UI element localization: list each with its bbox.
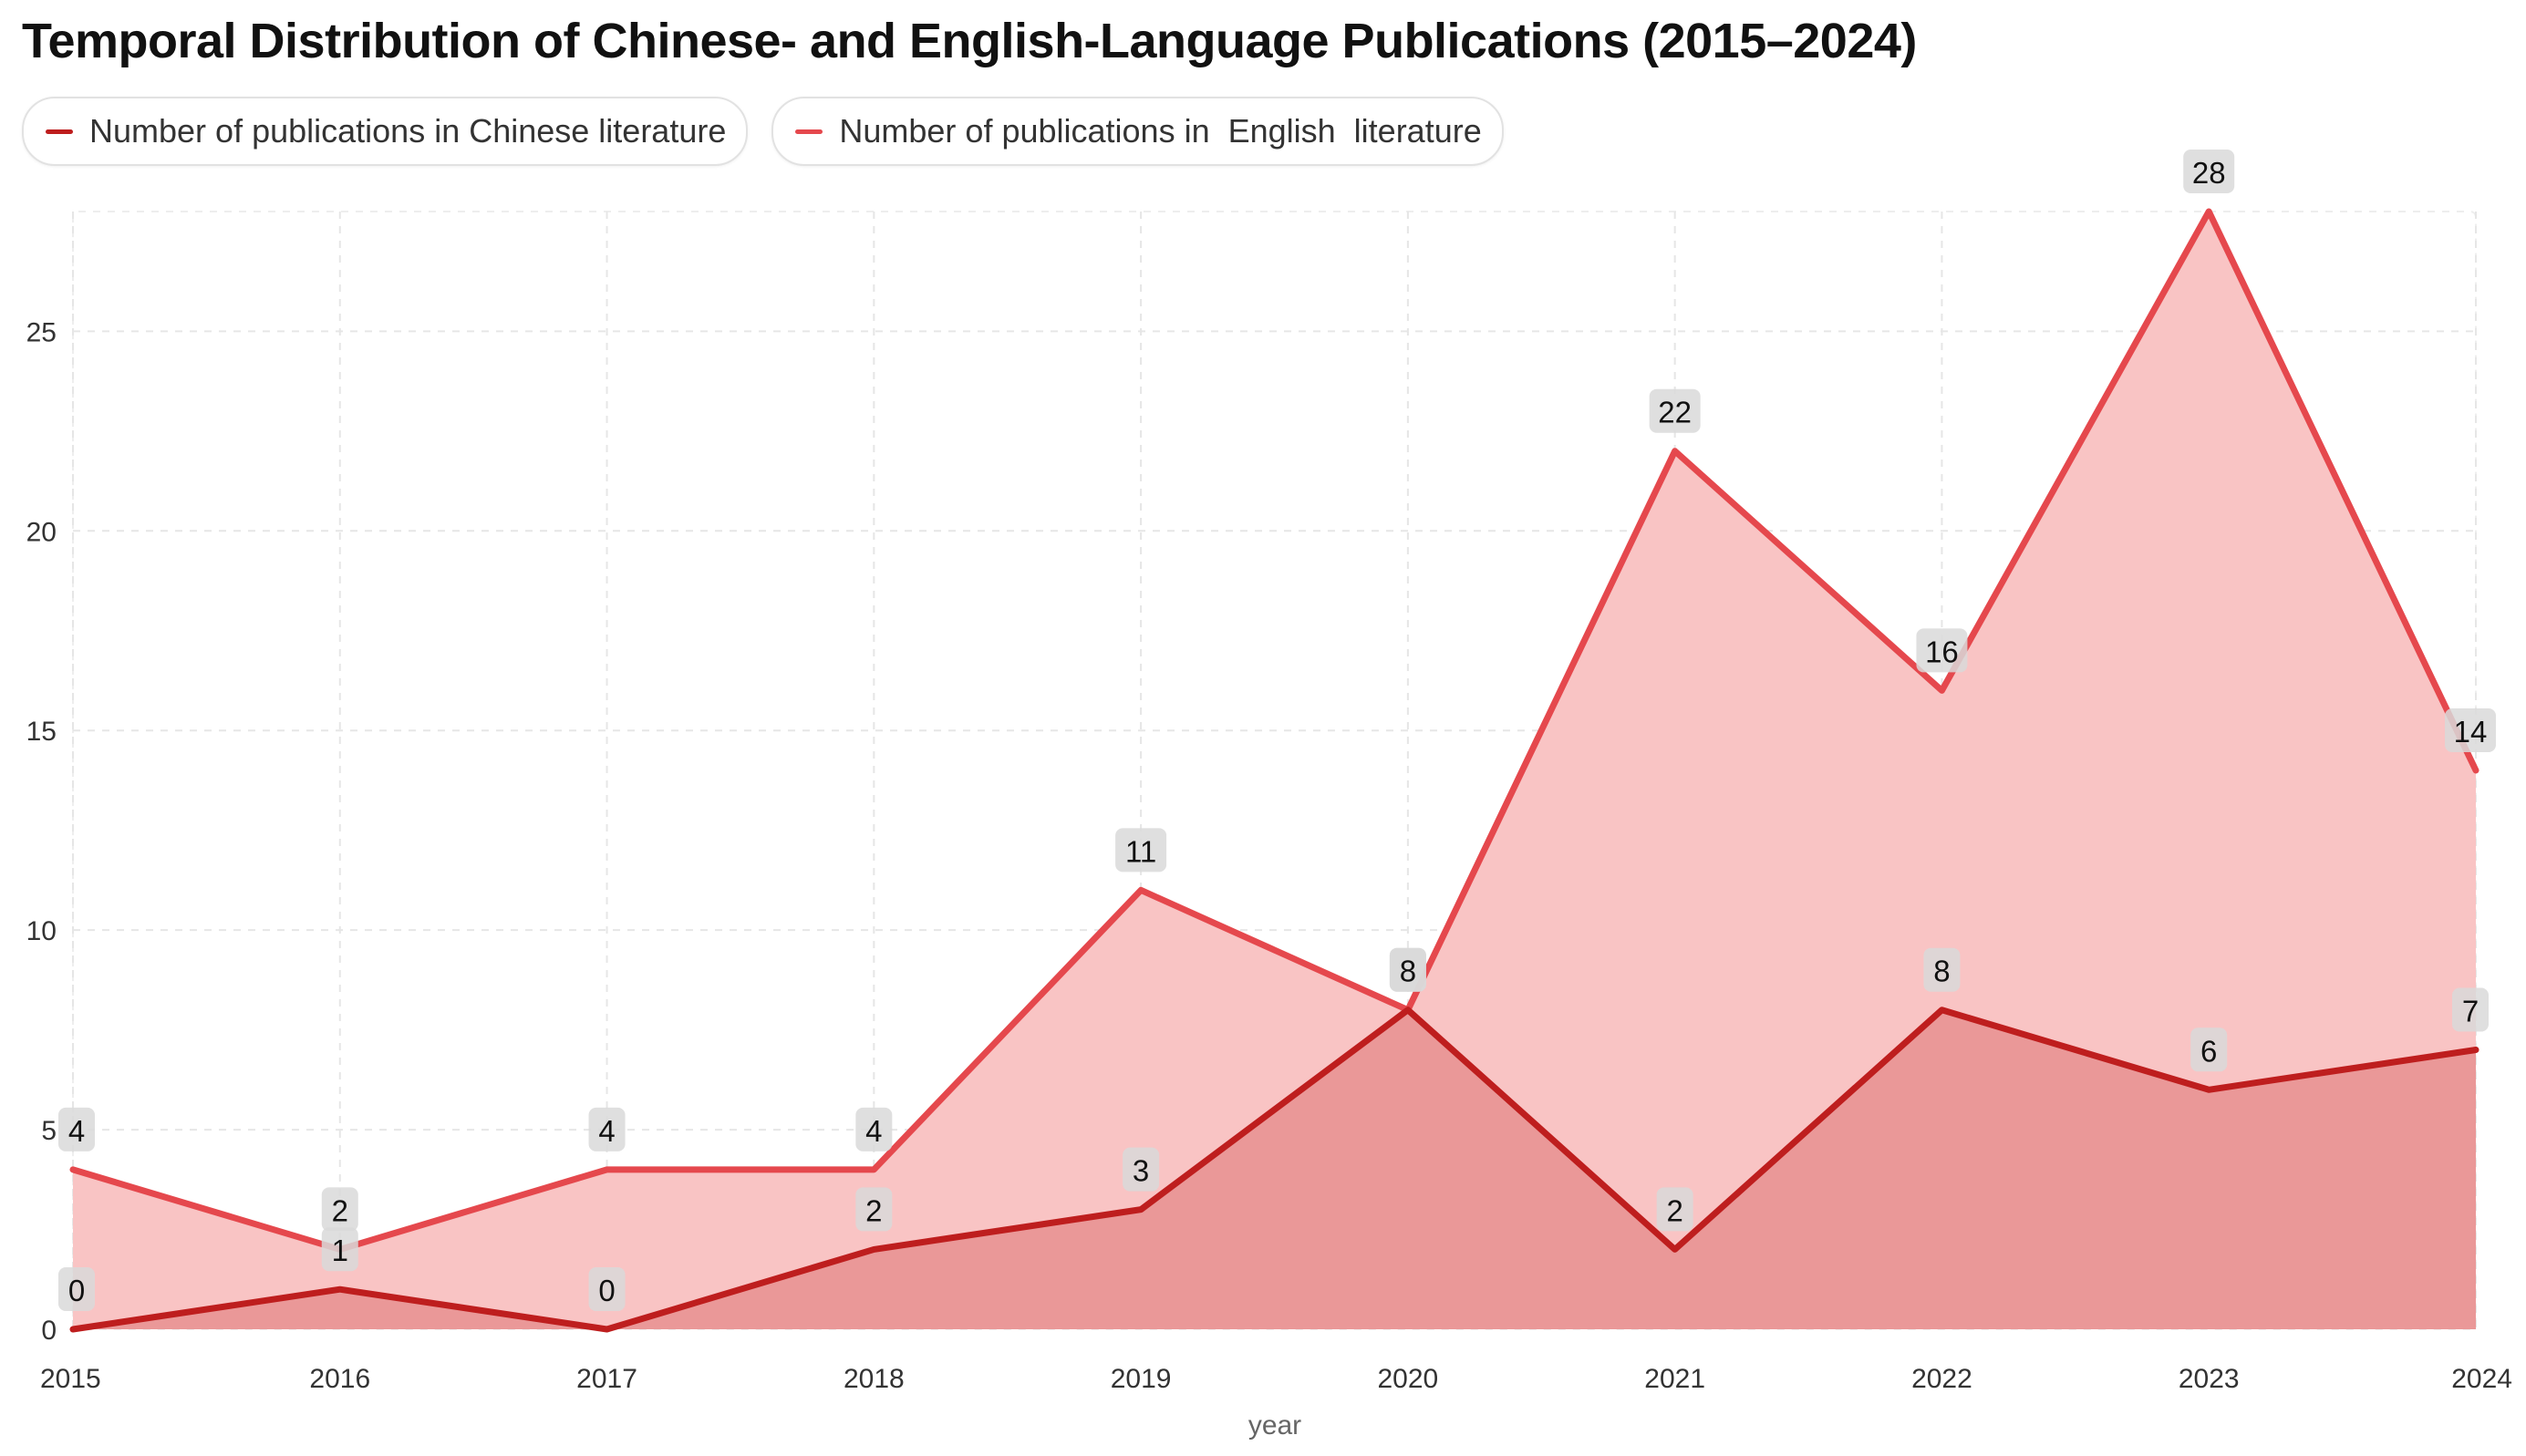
data-label-chinese: 2 xyxy=(855,1187,893,1232)
x-tick-label: 2024 xyxy=(2451,1364,2512,1394)
y-tick-label: 25 xyxy=(26,317,57,347)
legend-item-english[interactable]: Number of publications in English litera… xyxy=(771,97,1504,166)
data-label-bg xyxy=(58,1107,95,1151)
data-label-english: 16 xyxy=(1916,628,1968,673)
x-tick-label: 2018 xyxy=(844,1364,905,1394)
data-label-bg xyxy=(588,1107,626,1151)
legend: Number of publications in Chinese litera… xyxy=(22,97,1504,166)
x-tick-label: 2019 xyxy=(1111,1364,1172,1394)
data-label-value: 0 xyxy=(598,1274,615,1307)
data-label-value: 4 xyxy=(68,1114,85,1148)
data-label-bg xyxy=(321,1187,358,1232)
y-tick-label: 10 xyxy=(26,916,57,946)
data-label-value: 16 xyxy=(1925,635,1959,668)
y-tick-label: 15 xyxy=(26,717,57,747)
data-label-bg xyxy=(1649,388,1701,433)
data-label-value: 2 xyxy=(332,1193,348,1227)
data-label-value: 7 xyxy=(2462,995,2479,1028)
legend-label-chinese: Number of publications in Chinese litera… xyxy=(89,112,727,150)
legend-item-chinese[interactable]: Number of publications in Chinese litera… xyxy=(22,97,749,166)
x-tick-label: 2022 xyxy=(1911,1364,1972,1394)
data-label-value: 28 xyxy=(2192,156,2226,190)
legend-swatch-english xyxy=(795,129,823,134)
data-label-value: 8 xyxy=(1400,955,1416,988)
data-label-chinese: 1 xyxy=(321,1227,358,1272)
data-label-value: 0 xyxy=(68,1274,85,1307)
legend-swatch-chinese xyxy=(46,129,73,134)
data-label-bg xyxy=(855,1187,893,1232)
line-chinese xyxy=(69,1007,2479,1333)
data-label-bg xyxy=(1916,628,1968,673)
x-tick-label: 2021 xyxy=(1644,1364,1705,1394)
data-label-chinese: 7 xyxy=(2452,987,2489,1032)
data-label-bg xyxy=(1389,947,1426,992)
data-label-value: 4 xyxy=(865,1114,882,1148)
x-tick-label: 2023 xyxy=(2179,1364,2240,1394)
data-label-value: 22 xyxy=(1658,396,1692,429)
data-label-bg xyxy=(855,1107,893,1151)
data-label-chinese: 8 xyxy=(1923,947,1961,992)
data-label-value: 4 xyxy=(598,1114,615,1148)
chart-title: Temporal Distribution of Chinese- and En… xyxy=(22,14,1917,68)
data-label-english: 4 xyxy=(58,1107,95,1151)
data-label-chinese: 0 xyxy=(588,1267,626,1311)
data-label-bg xyxy=(1115,828,1167,873)
data-label-value: 1 xyxy=(332,1234,348,1267)
data-label-bg xyxy=(321,1227,358,1272)
area-english xyxy=(73,212,2476,1329)
data-label-bg xyxy=(1656,1187,1693,1232)
y-tick-label: 20 xyxy=(26,517,57,547)
data-label-english: 4 xyxy=(855,1107,893,1151)
data-label-chinese: 3 xyxy=(1123,1147,1160,1192)
data-label-english: 4 xyxy=(588,1107,626,1151)
data-label-chinese: 8 xyxy=(1389,947,1426,992)
data-label-bg xyxy=(58,1267,95,1311)
data-label-value: 2 xyxy=(1666,1193,1682,1227)
data-label-chinese: 0 xyxy=(58,1267,95,1311)
y-tick-label: 5 xyxy=(41,1116,57,1146)
x-tick-label: 2020 xyxy=(1378,1364,1439,1394)
data-label-chinese: 6 xyxy=(2190,1027,2228,1072)
data-label-value: 11 xyxy=(1125,834,1156,868)
data-label-bg xyxy=(1123,1147,1160,1192)
area-chinese xyxy=(73,1009,2476,1329)
data-label-value: 6 xyxy=(2200,1034,2217,1068)
data-label-bg xyxy=(2445,708,2496,752)
data-label-bg xyxy=(2452,987,2489,1032)
line-english xyxy=(69,208,2479,1253)
x-tick-label: 2015 xyxy=(40,1364,101,1394)
y-tick-label: 0 xyxy=(41,1316,57,1346)
data-label-english: 28 xyxy=(2183,150,2235,193)
data-label-value: 8 xyxy=(1933,955,1950,988)
data-label-value: 2 xyxy=(865,1193,882,1227)
data-label-english: 22 xyxy=(1649,388,1701,433)
data-label-bg xyxy=(2183,150,2235,193)
data-label-bg xyxy=(588,1267,626,1311)
data-label-value: 3 xyxy=(1133,1154,1149,1188)
data-label-english: 11 xyxy=(1115,828,1167,873)
data-label-value: 14 xyxy=(2454,715,2488,749)
x-axis-label: year xyxy=(1248,1410,1301,1441)
data-label-chinese: 2 xyxy=(1656,1187,1693,1232)
data-label-english: 14 xyxy=(2445,708,2496,752)
x-tick-label: 2017 xyxy=(576,1364,637,1394)
data-label-bg xyxy=(2190,1027,2228,1072)
data-label-english: 2 xyxy=(321,1187,358,1232)
data-label-bg xyxy=(1923,947,1961,992)
legend-label-english: Number of publications in English litera… xyxy=(839,112,1482,150)
x-tick-label: 2016 xyxy=(309,1364,370,1394)
